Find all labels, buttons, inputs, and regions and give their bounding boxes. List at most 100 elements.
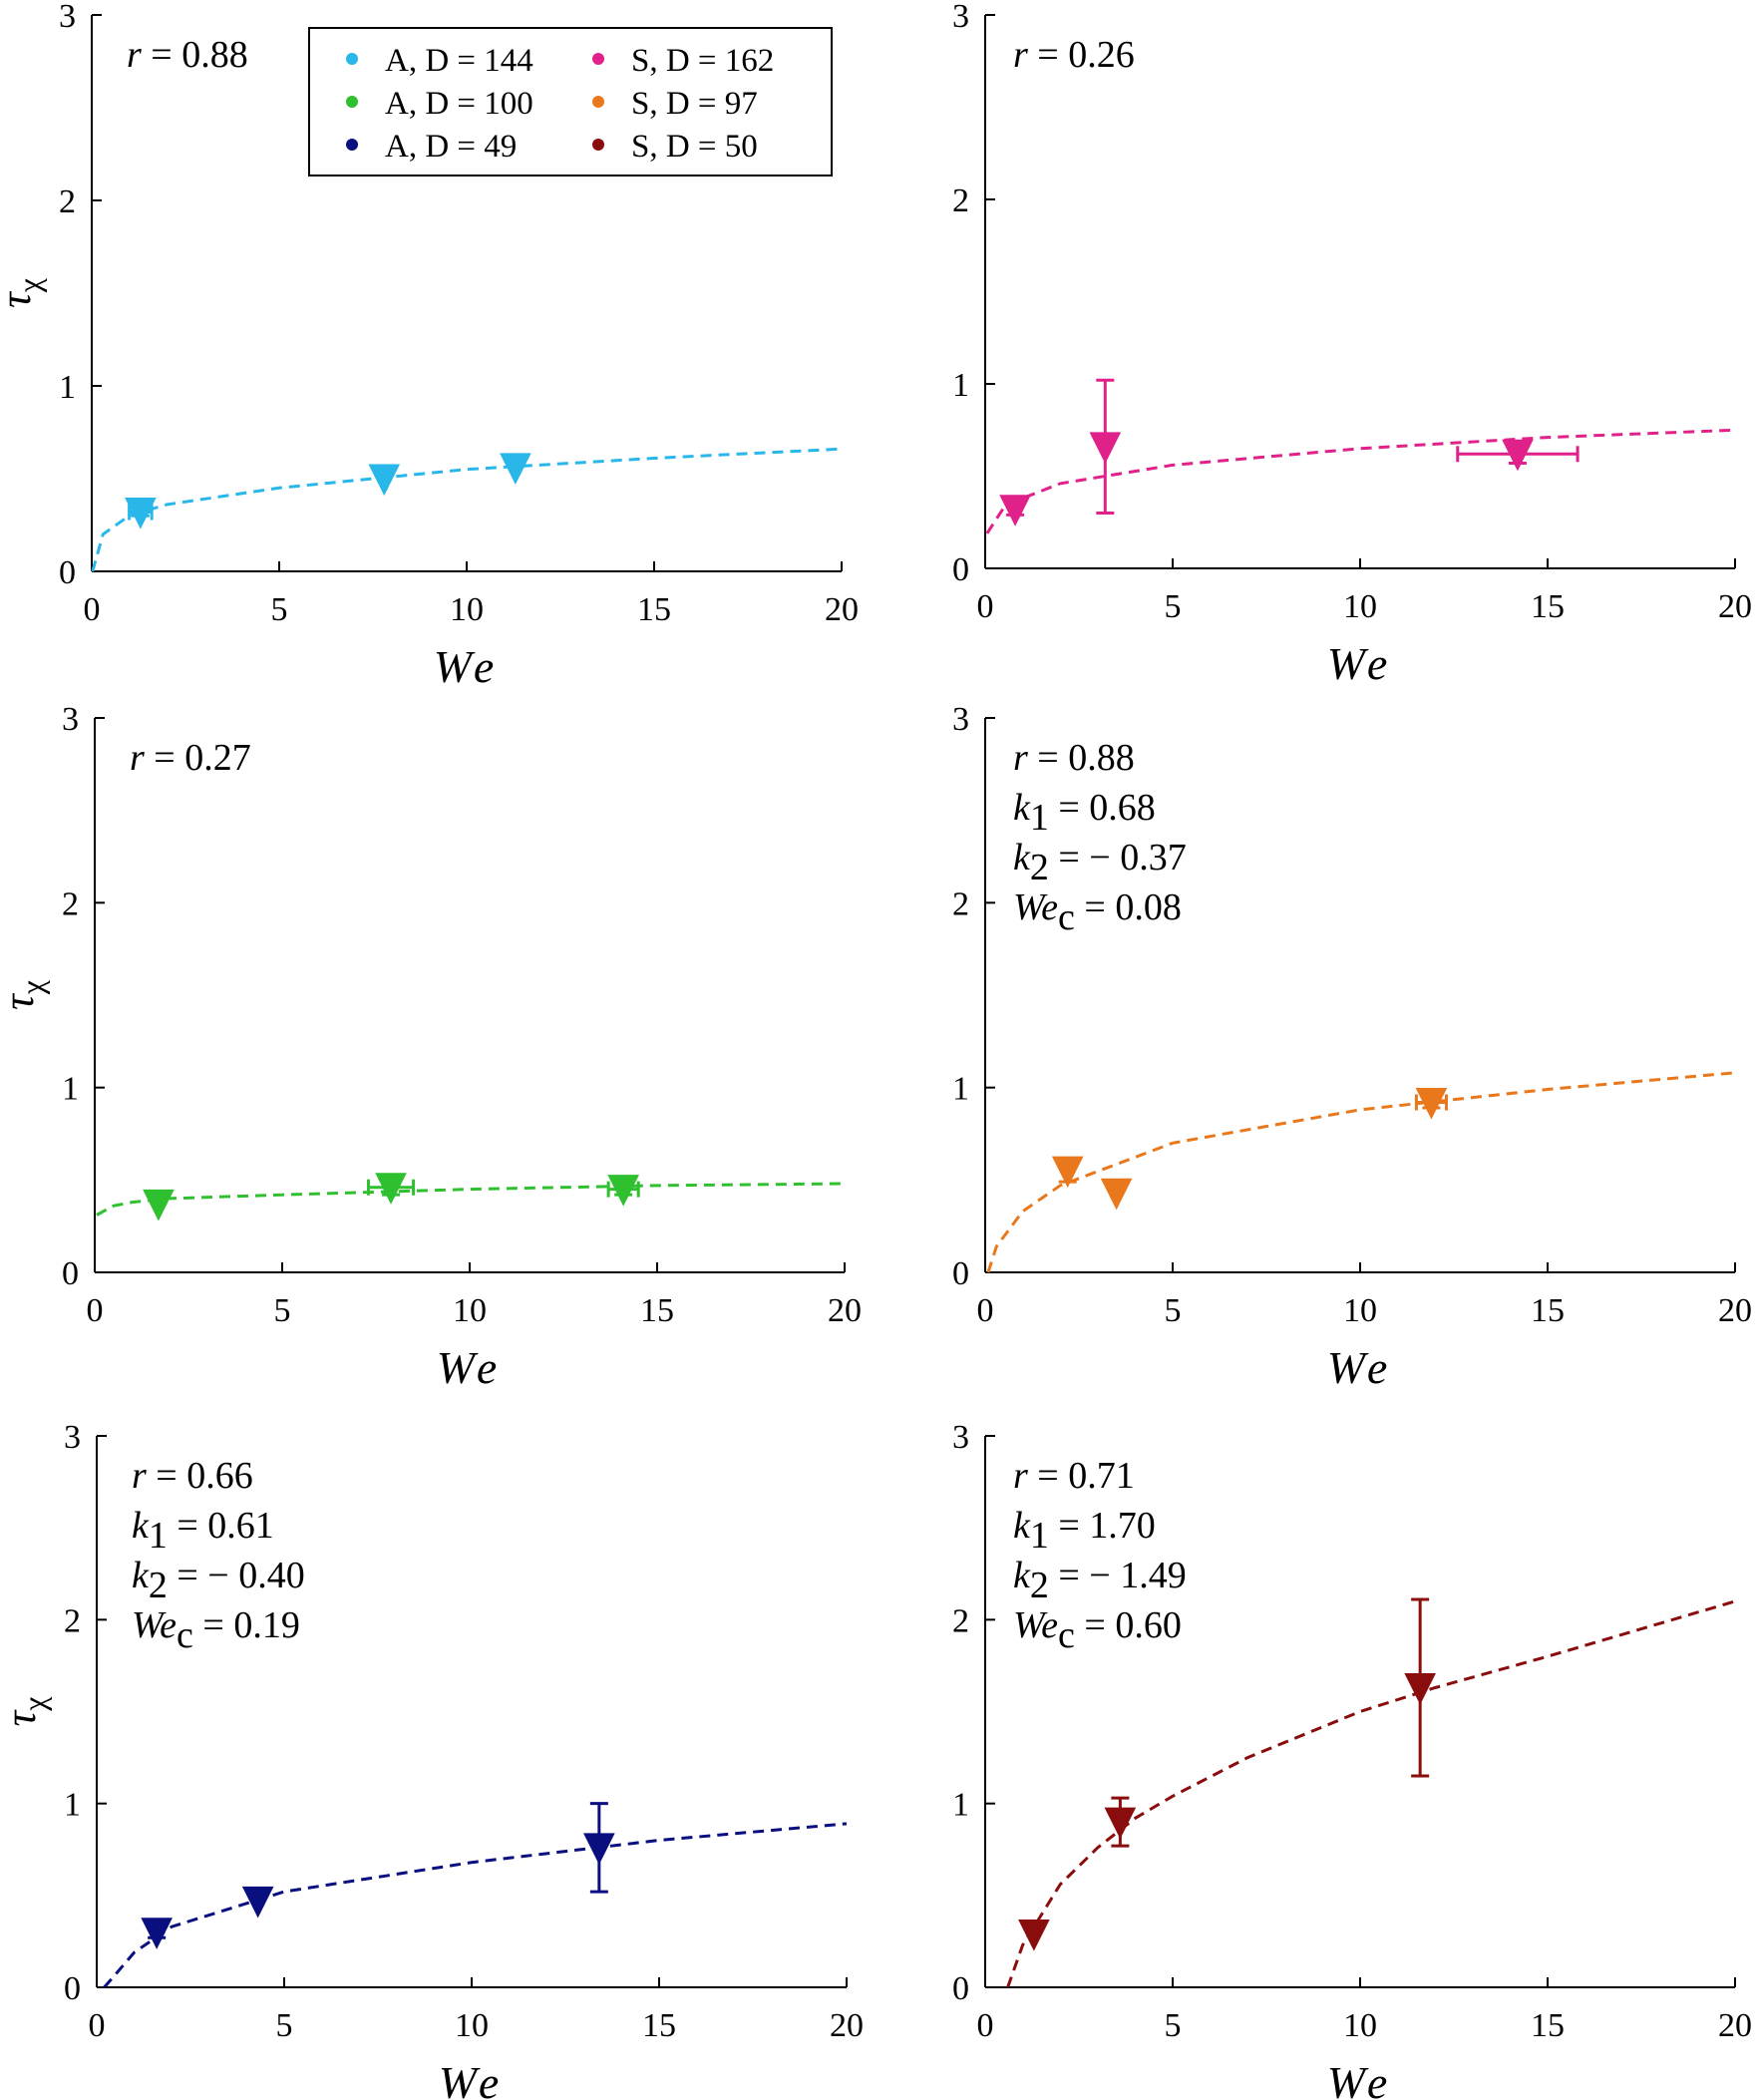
y-axis-label: τχ xyxy=(0,277,47,308)
x-tick-label: 5 xyxy=(1165,1292,1182,1329)
x-tick-label: 0 xyxy=(84,591,101,628)
legend-marker xyxy=(346,96,358,108)
annotation-Wec: Wec = 0.60 xyxy=(1013,1604,1182,1656)
y-tick-label: 3 xyxy=(952,701,969,738)
x-axis-label: We xyxy=(437,1342,504,1393)
y-tick-label: 1 xyxy=(952,367,969,404)
x-axis-label: We xyxy=(1327,638,1394,689)
annotation-r: r = 0.26 xyxy=(1013,34,1135,76)
legend-marker xyxy=(346,53,358,65)
legend-label: A, D = 49 xyxy=(385,129,517,165)
x-tick-label: 20 xyxy=(1718,1292,1752,1329)
data-point-marker xyxy=(241,1886,274,1919)
data-point-marker xyxy=(1104,1807,1137,1840)
data-point-marker xyxy=(143,1189,175,1222)
y-tick-label: 1 xyxy=(62,1071,79,1108)
annotation-k2: k2 = − 0.40 xyxy=(132,1555,305,1606)
annotation-k1: k1 = 1.70 xyxy=(1013,1505,1156,1557)
annotation-k2: k2 = − 0.37 xyxy=(1013,837,1187,888)
x-tick-label: 5 xyxy=(1165,588,1182,625)
y-tick-label: 3 xyxy=(952,1419,969,1456)
x-tick-label: 20 xyxy=(830,2007,864,2044)
x-tick-label: 15 xyxy=(1531,588,1565,625)
y-tick-label: 2 xyxy=(952,885,969,922)
x-tick-label: 10 xyxy=(1343,1292,1377,1329)
legend-label: S, D = 50 xyxy=(631,129,758,165)
x-tick-label: 0 xyxy=(89,2007,106,2044)
legend-marker xyxy=(592,53,604,65)
y-tick-label: 2 xyxy=(59,183,76,220)
fit-curve xyxy=(91,447,843,572)
legend-label: S, D = 162 xyxy=(631,43,774,79)
y-tick-label: 0 xyxy=(59,554,76,591)
legend-marker xyxy=(592,139,604,151)
data-point-marker xyxy=(141,1918,173,1949)
data-point-marker xyxy=(1100,1178,1133,1211)
x-tick-label: 10 xyxy=(453,1292,487,1329)
annotation-k1: k1 = 0.68 xyxy=(1013,787,1156,839)
legend: A, D = 144 S, D = 162 A, D = 100 S, D = 97 A… xyxy=(308,27,833,176)
y-tick-label: 2 xyxy=(64,1602,81,1639)
x-axis-label: We xyxy=(434,641,501,692)
x-tick-label: 0 xyxy=(977,1292,994,1329)
data-point-marker xyxy=(1404,1673,1436,1705)
x-axis-label: We xyxy=(439,2057,506,2100)
y-tick-label: 0 xyxy=(62,1255,79,1292)
data-point-marker xyxy=(583,1833,615,1866)
x-tick-label: 10 xyxy=(1343,588,1377,625)
fit-curve xyxy=(1006,1599,1736,1988)
annotation-r: r = 0.66 xyxy=(132,1455,253,1497)
legend-box xyxy=(308,27,833,176)
x-tick-label: 15 xyxy=(1531,1292,1565,1329)
x-tick-label: 5 xyxy=(271,591,288,628)
fit-curve xyxy=(986,1071,1736,1273)
y-tick-label: 1 xyxy=(952,1071,969,1108)
annotation-r: r = 0.71 xyxy=(1013,1455,1135,1497)
x-axis-label: We xyxy=(1327,2057,1394,2100)
annotation-r: r = 0.27 xyxy=(130,737,251,779)
x-tick-label: 15 xyxy=(642,2007,676,2044)
y-tick-label: 1 xyxy=(59,369,76,406)
legend-marker xyxy=(592,96,604,108)
data-point-marker xyxy=(368,464,401,497)
x-tick-label: 20 xyxy=(825,591,859,628)
data-point-marker xyxy=(607,1175,639,1207)
x-tick-label: 15 xyxy=(640,1292,674,1329)
annotation-k1: k1 = 0.61 xyxy=(132,1505,274,1557)
y-axis-label: τχ xyxy=(0,1696,52,1727)
x-tick-label: 5 xyxy=(274,1292,291,1329)
y-tick-label: 3 xyxy=(952,0,969,35)
annotation-Wec: Wec = 0.19 xyxy=(132,1604,300,1656)
x-tick-label: 15 xyxy=(1531,2007,1565,2044)
y-tick-label: 0 xyxy=(64,1970,81,2007)
x-tick-label: 20 xyxy=(1718,2007,1752,2044)
data-point-marker xyxy=(375,1173,407,1205)
data-point-marker xyxy=(1051,1156,1084,1189)
x-tick-label: 10 xyxy=(450,591,484,628)
chart-panel-1: 0 5 10 15 20 0 1 2 3 We τχ r = 0.88 xyxy=(0,0,859,692)
x-tick-label: 0 xyxy=(977,2007,994,2044)
legend-marker xyxy=(346,139,358,151)
data-point-marker xyxy=(1415,1087,1448,1120)
chart-panel-3: 0 5 10 15 20 0 1 2 3 We τχ r = 0.27 xyxy=(0,701,862,1393)
x-tick-label: 10 xyxy=(1343,2007,1377,2044)
annotation-r: r = 0.88 xyxy=(1013,737,1135,779)
data-point-marker xyxy=(125,497,157,529)
y-tick-label: 2 xyxy=(62,885,79,922)
x-tick-label: 5 xyxy=(1165,2007,1182,2044)
y-tick-label: 3 xyxy=(62,701,79,738)
legend-label: A, D = 144 xyxy=(385,43,533,79)
x-tick-label: 15 xyxy=(637,591,671,628)
data-point-marker xyxy=(1089,432,1122,465)
y-axis-label: τχ xyxy=(0,979,50,1010)
fit-curve xyxy=(96,1182,846,1217)
y-tick-label: 0 xyxy=(952,551,969,588)
y-tick-label: 3 xyxy=(64,1419,81,1456)
x-tick-label: 20 xyxy=(828,1292,862,1329)
x-axis-label: We xyxy=(1327,1342,1394,1393)
x-tick-label: 20 xyxy=(1718,588,1752,625)
fit-curve xyxy=(985,428,1736,534)
